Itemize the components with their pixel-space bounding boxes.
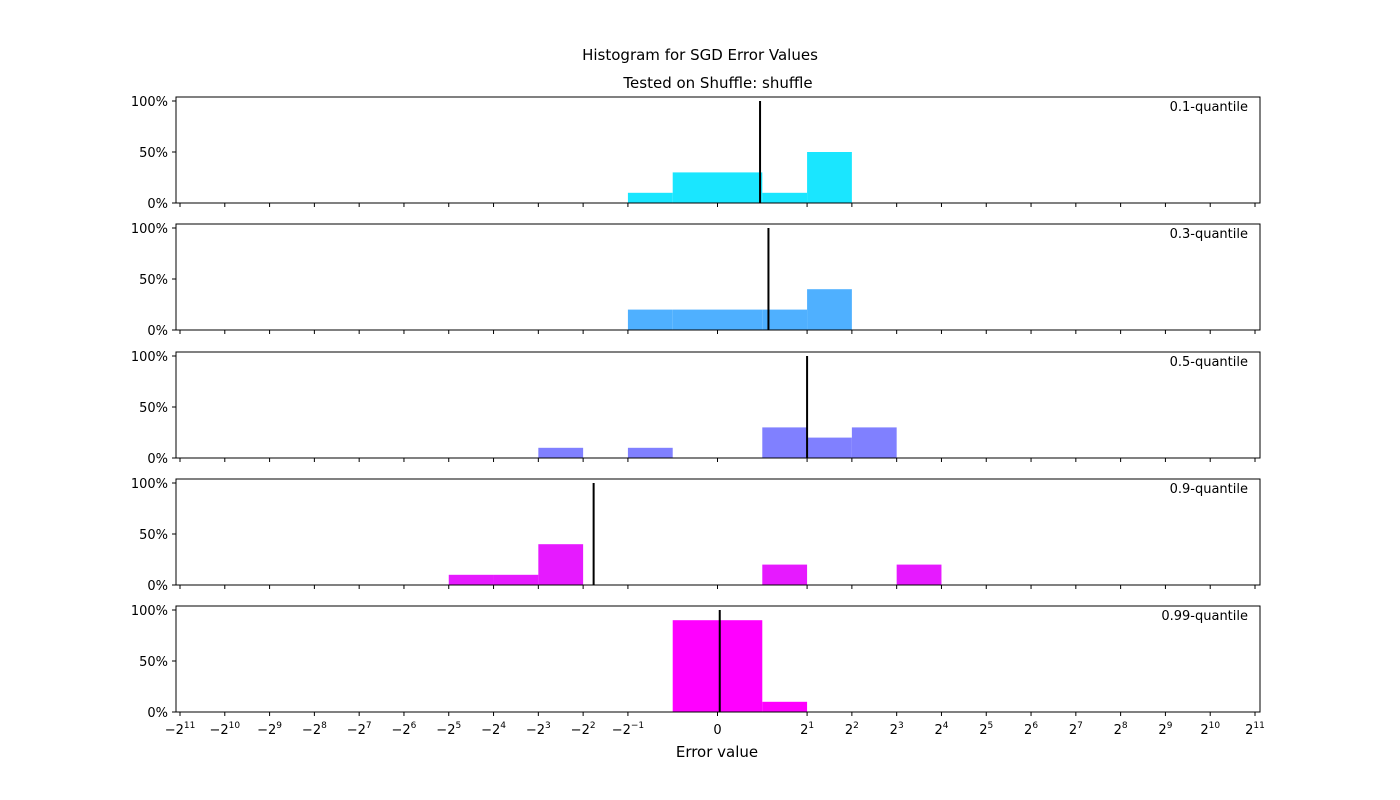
y-tick-label: 0% [147, 452, 168, 467]
x-tick-label: 28 [1114, 721, 1128, 738]
panel-frame [175, 351, 1261, 459]
chart-title: Histogram for SGD Error Values [582, 46, 818, 64]
y-tick-label: 50% [139, 401, 168, 416]
histogram-bar [627, 192, 673, 203]
x-tick-label: −25 [436, 721, 461, 738]
x-tick-label: −29 [257, 721, 282, 738]
x-tick-label: 22 [845, 721, 859, 738]
histogram-bar [717, 309, 763, 330]
x-axis: −211 −210 −29 −28 −27 −26 −25 −24 −23 −22 −2−1 0 21 2… [165, 721, 1265, 738]
histogram-bar [762, 564, 808, 585]
y-tick-label: 0% [147, 197, 168, 212]
panel-frame [175, 478, 1261, 586]
x-tick-label: −211 [165, 721, 196, 738]
histogram-bar [762, 701, 808, 712]
histogram-panel: 0% 50% 100% 0.3-quantile [131, 222, 1261, 339]
histogram-bar [672, 620, 718, 712]
y-tick-label: 0% [147, 324, 168, 339]
y-tick-label: 100% [131, 604, 168, 619]
histogram-bar [807, 152, 852, 203]
chart-subtitle: Tested on Shuffle: shuffle [622, 74, 812, 92]
histogram-panel: 0% 50% 100% 0.99-quantile [131, 604, 1261, 721]
x-tick-label: 23 [890, 721, 904, 738]
histogram-bar [493, 574, 539, 585]
histogram-bar [807, 289, 852, 330]
histogram-bar [717, 172, 763, 203]
histogram-bar [762, 427, 808, 458]
x-tick-label: −28 [302, 721, 327, 738]
x-tick-label: −2−1 [612, 721, 644, 738]
x-tick-label: −27 [347, 721, 372, 738]
histogram-bar [672, 309, 718, 330]
x-tick-label: −24 [481, 721, 506, 738]
histogram-bar [627, 447, 673, 458]
x-tick-label: 25 [979, 721, 993, 738]
x-tick-label: −210 [209, 721, 240, 738]
x-tick-label: −26 [392, 721, 417, 738]
x-tick-label: 211 [1245, 721, 1265, 738]
histogram-panel: 0% 50% 100% 0.9-quantile [131, 477, 1261, 594]
panel-label: 0.1-quantile [1170, 100, 1248, 115]
x-tick-label: 0 [713, 723, 721, 738]
x-tick-label: 24 [934, 721, 948, 738]
x-tick-label: 29 [1158, 721, 1172, 738]
y-tick-label: 100% [131, 350, 168, 365]
panels: 0% 50% 100% 0.1-quantile 0% 50% 100% 0.3-quanti… [131, 95, 1261, 721]
panel-label: 0.99-quantile [1161, 609, 1248, 624]
histogram-panel: 0% 50% 100% 0.1-quantile [131, 95, 1261, 212]
x-tick-label: −23 [526, 721, 551, 738]
y-tick-label: 100% [131, 95, 168, 110]
y-tick-label: 50% [139, 146, 168, 161]
x-tick-label: 26 [1024, 721, 1038, 738]
panel-label: 0.5-quantile [1170, 355, 1248, 370]
x-tick-label: 210 [1200, 721, 1220, 738]
y-tick-label: 0% [147, 706, 168, 721]
histogram-bar [717, 620, 763, 712]
histogram-panel: 0% 50% 100% 0.5-quantile [131, 350, 1261, 467]
x-axis-label: Error value [676, 743, 758, 761]
histogram-bar [627, 309, 673, 330]
x-tick-label: 27 [1069, 721, 1083, 738]
histogram-bar [448, 574, 494, 585]
panel-label: 0.3-quantile [1170, 227, 1248, 242]
histogram-bar [762, 309, 808, 330]
histogram-bar [807, 437, 852, 458]
histogram-bar [762, 192, 808, 203]
y-tick-label: 50% [139, 655, 168, 670]
y-tick-label: 0% [147, 579, 168, 594]
histogram-bar [538, 447, 584, 458]
y-tick-label: 50% [139, 528, 168, 543]
y-tick-label: 100% [131, 222, 168, 237]
histogram-bar [672, 172, 718, 203]
x-tick-label: −22 [571, 721, 596, 738]
histogram-bar [538, 544, 584, 585]
panel-label: 0.9-quantile [1170, 482, 1248, 497]
histogram-bar [896, 564, 942, 585]
histogram-bar [851, 427, 897, 458]
y-tick-label: 100% [131, 477, 168, 492]
x-tick-label: 21 [800, 721, 814, 738]
y-tick-label: 50% [139, 273, 168, 288]
